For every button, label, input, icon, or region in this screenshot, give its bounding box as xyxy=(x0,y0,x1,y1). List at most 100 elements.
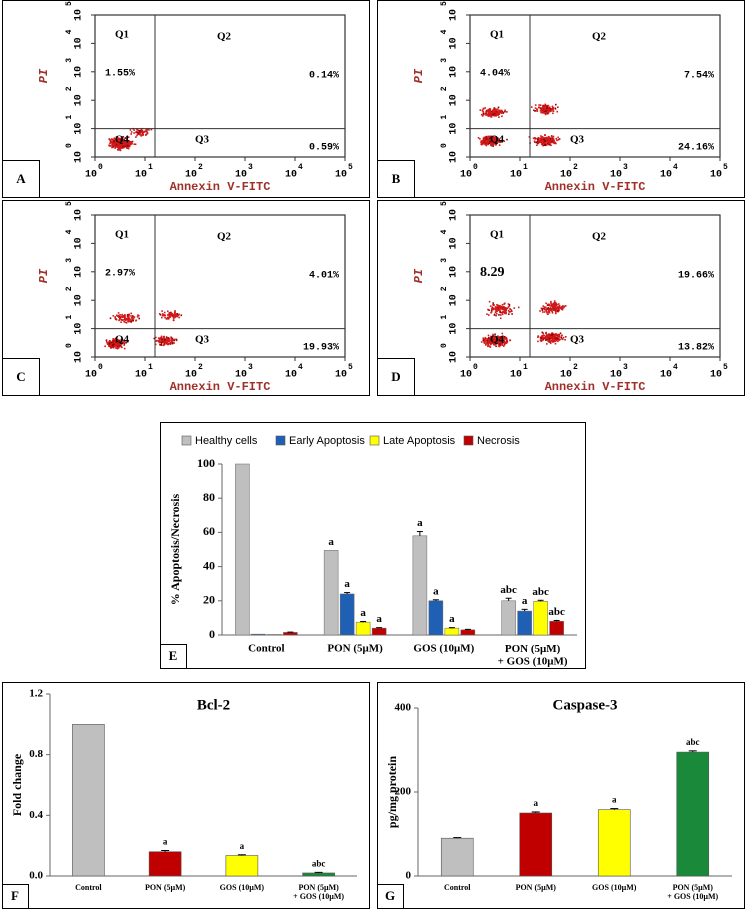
event-dot xyxy=(171,339,174,341)
event-dot xyxy=(485,137,488,139)
event-dot xyxy=(517,306,520,309)
event-dot xyxy=(500,311,503,314)
event-dot xyxy=(545,335,547,338)
x-tick-label: Control xyxy=(444,883,471,892)
event-dot xyxy=(539,104,542,106)
event-dot xyxy=(482,112,485,115)
event-dot xyxy=(509,339,511,342)
event-dot xyxy=(488,139,491,141)
event-dot xyxy=(485,113,488,116)
event-dot xyxy=(129,141,131,143)
event-dot xyxy=(490,112,492,114)
event-dot xyxy=(118,149,121,151)
event-dot xyxy=(487,341,490,343)
bar xyxy=(597,809,631,877)
event-dot xyxy=(128,144,131,147)
event-dot xyxy=(138,317,140,320)
event-dot xyxy=(126,140,129,143)
y-tick-group: 105 xyxy=(65,1,85,21)
event-dot xyxy=(496,338,498,340)
event-dot xyxy=(109,138,111,141)
event-dot xyxy=(126,314,129,316)
y-tick-group: 104 xyxy=(440,229,460,249)
bar xyxy=(460,629,476,636)
y-axis-label: Fold change xyxy=(10,753,24,816)
x-tick-exponent: 0 xyxy=(473,363,478,372)
quadrant-percent: 19.66% xyxy=(678,271,714,282)
event-dot xyxy=(480,341,483,343)
event-dot xyxy=(489,112,491,115)
event-dot xyxy=(504,110,506,113)
event-dot xyxy=(136,131,139,134)
event-dot xyxy=(490,335,492,338)
event-dot xyxy=(113,143,116,146)
x-tick-exponent: 4 xyxy=(298,163,303,172)
event-dot xyxy=(123,142,125,144)
event-dot xyxy=(560,336,563,339)
event-dot xyxy=(528,136,531,138)
quadrant-name: Q2 xyxy=(217,231,232,243)
event-dot xyxy=(497,138,499,141)
event-dot xyxy=(121,341,124,344)
event-dot xyxy=(549,143,551,146)
event-dot xyxy=(548,311,551,314)
event-dot xyxy=(553,302,556,304)
event-dot xyxy=(542,104,544,107)
quadrant-name: Q3 xyxy=(570,134,585,146)
event-dot xyxy=(130,312,132,315)
event-dot xyxy=(490,309,493,312)
bar-annotation: a xyxy=(240,841,245,851)
event-dot xyxy=(504,343,506,345)
event-dot xyxy=(489,338,491,341)
y-tick-label: 0.4 xyxy=(29,809,43,821)
event-dot xyxy=(489,115,491,117)
event-dot xyxy=(123,339,125,342)
x-tick-label: 10 xyxy=(660,170,672,181)
event-dot xyxy=(484,336,487,339)
legend-label: Healthy cells xyxy=(195,435,258,447)
event-dot xyxy=(545,110,547,113)
event-dot xyxy=(484,107,486,109)
event-dot xyxy=(110,346,112,348)
event-dot xyxy=(561,307,564,310)
event-dot xyxy=(124,143,126,146)
event-dot xyxy=(500,338,502,340)
event-dot xyxy=(118,316,121,319)
x-tick-label: 10 xyxy=(510,370,522,381)
event-dot xyxy=(488,109,490,111)
event-dot xyxy=(551,139,553,142)
event-dot xyxy=(487,344,490,346)
event-dot xyxy=(483,139,485,141)
event-dot xyxy=(498,144,501,146)
panel-letter: C xyxy=(16,369,25,384)
event-dot xyxy=(549,333,551,335)
event-dot xyxy=(500,110,503,113)
event-dot xyxy=(140,128,142,131)
event-dot xyxy=(119,316,122,319)
panel-letter-box xyxy=(377,160,415,198)
quadrant-name: Q1 xyxy=(490,29,504,41)
event-dot xyxy=(554,334,556,337)
bar xyxy=(267,634,282,636)
event-dot xyxy=(484,139,487,142)
event-dot xyxy=(548,335,550,337)
x-tick-label: 10 xyxy=(85,170,97,181)
event-dot xyxy=(486,139,488,141)
chart-title: Bcl-2 xyxy=(197,697,230,713)
event-dot xyxy=(557,106,559,108)
quadrant-percent: 13.82% xyxy=(678,343,714,354)
event-dot xyxy=(494,140,497,143)
event-dot xyxy=(507,303,510,305)
event-dot xyxy=(496,342,499,344)
x-tick-exponent: 5 xyxy=(723,363,728,372)
event-dot xyxy=(130,321,132,323)
event-dot xyxy=(499,304,501,307)
event-dot xyxy=(561,308,564,311)
event-dot xyxy=(551,335,553,338)
event-dot xyxy=(119,140,121,142)
event-dot xyxy=(129,143,132,145)
event-dot xyxy=(175,338,178,341)
event-dot xyxy=(137,133,140,135)
event-dot xyxy=(553,333,556,336)
event-dot xyxy=(116,144,118,147)
